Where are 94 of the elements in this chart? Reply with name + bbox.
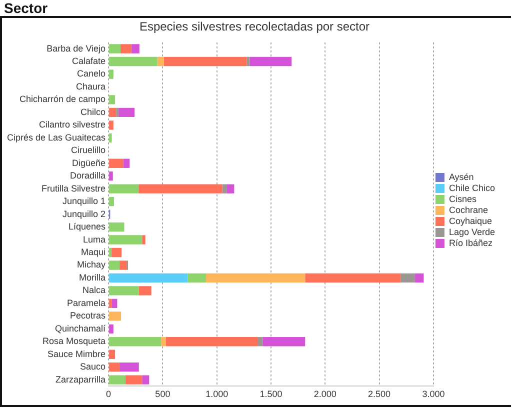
bar bbox=[138, 286, 152, 296]
legend-label: Cochrane bbox=[448, 204, 488, 215]
bar bbox=[222, 184, 227, 194]
bar bbox=[109, 350, 116, 359]
bar bbox=[109, 337, 162, 346]
x-tick-label: 0 bbox=[106, 389, 112, 400]
bar bbox=[164, 56, 247, 66]
bar bbox=[111, 248, 122, 258]
bar bbox=[142, 235, 146, 244]
y-tick-label: Michay bbox=[77, 260, 106, 270]
bar bbox=[131, 44, 140, 54]
bar bbox=[206, 273, 306, 283]
y-tick-label: Líquenes bbox=[68, 222, 106, 232]
bar bbox=[142, 375, 150, 384]
y-tick-label: Chilco bbox=[80, 106, 106, 117]
bar bbox=[109, 44, 120, 54]
legend-label: Lago Verde bbox=[448, 226, 496, 237]
bar bbox=[109, 362, 120, 372]
x-tick-label: 1.000 bbox=[206, 389, 228, 400]
bar bbox=[109, 324, 114, 334]
bar bbox=[109, 133, 112, 142]
y-tick-label: Sauce Mimbre bbox=[48, 348, 106, 359]
y-tick-label: Paramela bbox=[67, 298, 106, 308]
bar bbox=[161, 337, 166, 346]
bar bbox=[109, 196, 114, 206]
text: Sector bbox=[3, 0, 49, 16]
x-tick-label: 3.000 bbox=[422, 389, 445, 400]
bar bbox=[109, 286, 139, 296]
y-tick-label: Rosa Mosqueta bbox=[42, 336, 106, 346]
x-tick-label: 1.500 bbox=[260, 389, 282, 400]
bar bbox=[109, 56, 158, 66]
y-tick-label: Luma bbox=[83, 234, 106, 244]
bar bbox=[120, 44, 132, 54]
legend-label: Chile Chico bbox=[448, 182, 495, 193]
bar bbox=[109, 184, 138, 194]
y-tick-label: Chaura bbox=[76, 81, 106, 92]
y-tick-label: Digüeñe bbox=[72, 158, 106, 168]
legend-label: Aysén bbox=[448, 172, 474, 182]
legend-label: Río Ibáñez bbox=[448, 238, 493, 248]
y-tick-label: Pecotras bbox=[70, 310, 106, 321]
x-tick-label: 2.500 bbox=[368, 389, 391, 400]
bar bbox=[109, 235, 142, 244]
bar bbox=[246, 56, 250, 66]
bar bbox=[112, 298, 118, 308]
y-tick-label: Doradilla bbox=[70, 170, 106, 181]
y-tick-label: Frutilla Silvestre bbox=[42, 183, 106, 194]
chart-title: Especies silvestres recolectadas por sector bbox=[139, 20, 370, 34]
legend-label: Coyhaique bbox=[448, 216, 492, 226]
bar bbox=[109, 70, 114, 79]
bar bbox=[188, 273, 206, 283]
y-tick-label: Nalca bbox=[82, 285, 106, 296]
y-tick-label: Ciruelillo bbox=[71, 145, 106, 156]
bar bbox=[166, 337, 258, 346]
bar bbox=[258, 337, 263, 346]
y-tick-label: Sauco bbox=[80, 362, 106, 372]
bar bbox=[250, 56, 292, 66]
y-tick-label: Cilantro silvestre bbox=[39, 120, 106, 130]
bar bbox=[109, 260, 120, 270]
bar bbox=[109, 158, 124, 168]
y-tick-label: Morilla bbox=[79, 272, 106, 282]
bar bbox=[123, 158, 130, 168]
y-tick-label: Quinchamalí bbox=[55, 323, 106, 334]
bar bbox=[138, 184, 222, 194]
y-tick-label: Maqui bbox=[81, 246, 106, 257]
bar bbox=[109, 108, 116, 118]
bar bbox=[226, 184, 234, 194]
y-tick-label: Junquillo 2 bbox=[62, 208, 106, 219]
y-tick-label: Ciprés de Las Guaitecas bbox=[6, 132, 106, 142]
bar bbox=[109, 120, 114, 130]
bar bbox=[262, 337, 306, 346]
bar bbox=[119, 362, 139, 372]
x-tick-label: 2.000 bbox=[314, 389, 336, 400]
bar bbox=[109, 375, 126, 384]
bar bbox=[157, 56, 164, 66]
y-tick-label: Calafate bbox=[72, 56, 106, 66]
x-tick-label: 500 bbox=[155, 389, 170, 400]
y-tick-label: Barba de Viejo bbox=[46, 43, 106, 54]
y-tick-label: Zarzaparrilla bbox=[56, 374, 106, 384]
bar bbox=[415, 273, 424, 283]
bar bbox=[109, 222, 124, 232]
bar bbox=[109, 172, 113, 181]
bar bbox=[109, 95, 116, 104]
y-tick-label: Junquillo 1 bbox=[62, 196, 106, 206]
bar bbox=[400, 273, 416, 283]
bar bbox=[125, 375, 142, 384]
bar bbox=[118, 108, 135, 118]
bar bbox=[119, 260, 127, 270]
y-tick-label: Chicharrón de campo bbox=[20, 94, 106, 104]
legend-label: Cisnes bbox=[448, 194, 477, 204]
bar bbox=[109, 312, 122, 321]
bar bbox=[305, 273, 400, 283]
y-tick-label: Canelo bbox=[77, 68, 106, 79]
bar bbox=[109, 273, 188, 283]
bar bbox=[109, 298, 112, 308]
